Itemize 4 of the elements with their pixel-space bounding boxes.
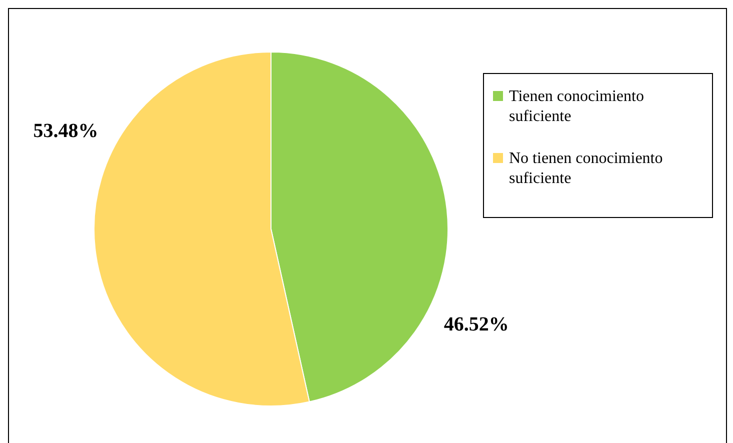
data-label: 46.52% <box>444 313 509 336</box>
legend-label: Tienen conocimiento suficiente <box>509 88 644 125</box>
data-label: 53.48% <box>33 120 98 142</box>
legend-label: No tienen conocimiento suficiente <box>509 150 663 187</box>
